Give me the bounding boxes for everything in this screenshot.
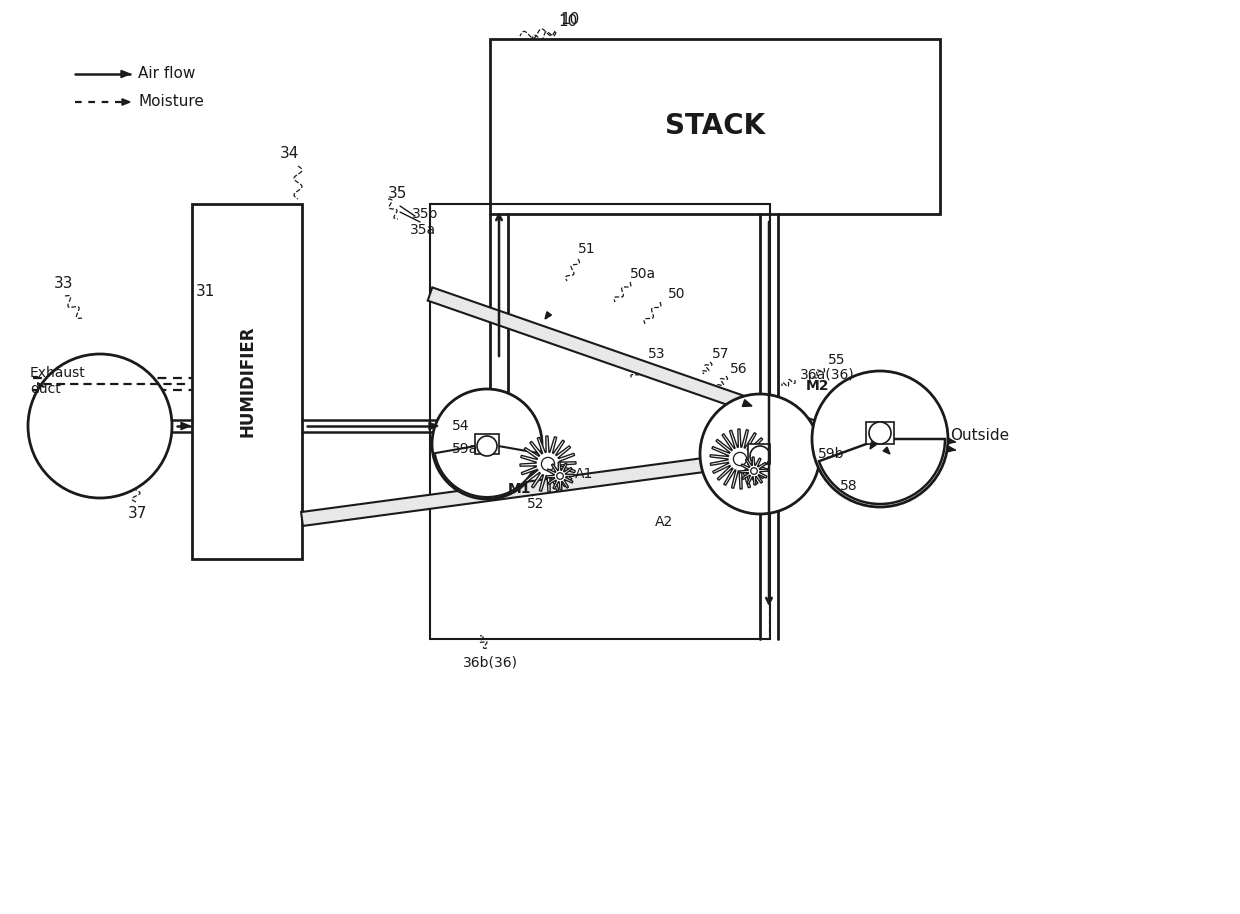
Text: 35a: 35a bbox=[410, 223, 436, 237]
Text: 52: 52 bbox=[527, 497, 544, 511]
Text: Moisture: Moisture bbox=[138, 94, 203, 110]
Text: 53: 53 bbox=[649, 347, 666, 361]
Text: Outside: Outside bbox=[950, 429, 1009, 443]
Wedge shape bbox=[818, 439, 945, 504]
Bar bbox=[475, 434, 498, 454]
Text: HUMIDIFIER: HUMIDIFIER bbox=[238, 325, 255, 437]
Polygon shape bbox=[301, 437, 861, 526]
Text: 55: 55 bbox=[828, 353, 846, 367]
Polygon shape bbox=[546, 312, 552, 319]
Polygon shape bbox=[870, 441, 877, 449]
Circle shape bbox=[701, 394, 820, 514]
Polygon shape bbox=[883, 447, 890, 454]
Circle shape bbox=[750, 468, 758, 474]
Polygon shape bbox=[122, 99, 130, 105]
Polygon shape bbox=[520, 436, 577, 492]
Text: Exhaust
duct: Exhaust duct bbox=[30, 366, 86, 396]
Text: Air flow: Air flow bbox=[138, 67, 196, 81]
Bar bbox=[748, 444, 770, 464]
Text: 36b(36): 36b(36) bbox=[463, 655, 517, 669]
Text: STACK: STACK bbox=[665, 112, 765, 141]
Polygon shape bbox=[181, 422, 190, 430]
Circle shape bbox=[750, 446, 770, 466]
Text: 54: 54 bbox=[453, 419, 470, 433]
Circle shape bbox=[477, 436, 497, 456]
Text: A2: A2 bbox=[655, 515, 673, 529]
Circle shape bbox=[542, 457, 554, 471]
Text: 31: 31 bbox=[196, 284, 216, 300]
Polygon shape bbox=[429, 422, 438, 430]
Text: 34: 34 bbox=[280, 146, 299, 162]
Polygon shape bbox=[122, 70, 130, 78]
Circle shape bbox=[812, 371, 949, 507]
Bar bbox=[866, 422, 894, 444]
Text: M2: M2 bbox=[806, 379, 830, 393]
Bar bbox=[430, 204, 770, 639]
Text: 59b: 59b bbox=[818, 447, 844, 461]
Polygon shape bbox=[711, 429, 770, 489]
Circle shape bbox=[432, 389, 542, 499]
Text: 59a: 59a bbox=[453, 442, 479, 456]
Text: 37: 37 bbox=[128, 506, 148, 522]
Text: 36a(36): 36a(36) bbox=[800, 367, 854, 381]
Bar bbox=[490, 39, 940, 214]
Text: 58: 58 bbox=[839, 479, 858, 493]
Text: 51: 51 bbox=[578, 242, 595, 256]
Circle shape bbox=[733, 452, 746, 465]
Circle shape bbox=[29, 354, 172, 498]
Text: 35: 35 bbox=[388, 186, 408, 201]
Text: M1: M1 bbox=[508, 482, 532, 496]
Circle shape bbox=[869, 422, 892, 444]
Text: 50: 50 bbox=[668, 287, 686, 301]
Polygon shape bbox=[546, 462, 574, 490]
Text: 33: 33 bbox=[55, 277, 73, 292]
Polygon shape bbox=[947, 438, 955, 444]
Polygon shape bbox=[947, 446, 955, 452]
Text: 56: 56 bbox=[730, 362, 748, 376]
Text: 50a: 50a bbox=[630, 267, 656, 281]
Text: 35b: 35b bbox=[412, 207, 439, 221]
Text: A1: A1 bbox=[575, 467, 594, 481]
Text: 10: 10 bbox=[560, 12, 579, 27]
Circle shape bbox=[557, 473, 563, 479]
Text: 57: 57 bbox=[712, 347, 729, 361]
Polygon shape bbox=[743, 399, 751, 407]
Polygon shape bbox=[428, 287, 893, 461]
Bar bbox=[192, 204, 303, 559]
Wedge shape bbox=[435, 444, 539, 497]
Text: 10: 10 bbox=[558, 15, 578, 29]
Polygon shape bbox=[740, 457, 768, 485]
